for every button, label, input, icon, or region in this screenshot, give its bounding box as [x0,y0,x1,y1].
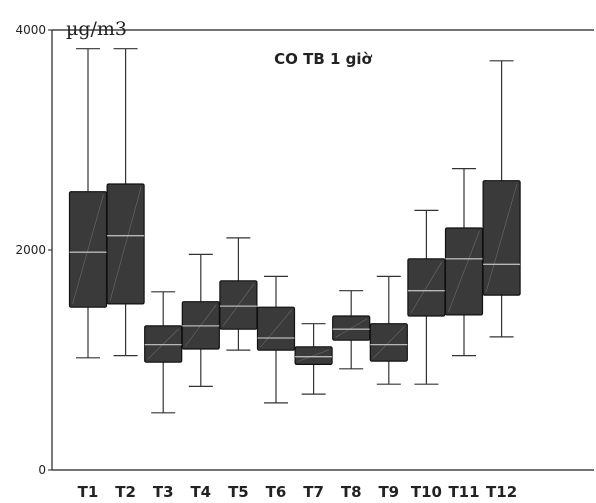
y-tick-label: 0 [38,463,46,477]
box-diagonal [260,310,292,348]
box-diagonal [410,261,443,314]
box-t4 [181,253,220,387]
y-axis-unit-label: µg/m3 [66,18,127,40]
x-tick-label: T3 [153,483,174,501]
y-tick-label: 2000 [15,243,46,257]
x-tick-label: T2 [115,483,136,501]
box-t11 [444,168,484,357]
box-diagonal [448,230,480,313]
box-diagonal [222,283,255,327]
box-t8 [332,290,371,370]
x-tick-label: T11 [448,483,479,501]
box-diagonal [109,186,142,301]
x-tick-label: T7 [303,483,324,501]
x-tick-label: T5 [228,483,249,501]
box-t7 [294,323,333,395]
x-tick-label: T6 [266,483,287,501]
chart-title: CO TB 1 giờ [274,50,372,68]
x-tick-label: T8 [341,483,362,501]
x-axis-labels: T1 T2 T3 T4 T5 T6 T7 T8 T9 T10 T11 T12 [78,483,517,501]
x-tick-label: T1 [78,483,99,501]
box-t12 [482,60,521,338]
x-tick-label: T4 [190,483,211,501]
y-tick-label: 4000 [15,23,46,37]
box-diagonal [72,194,104,305]
x-tick-label: T12 [486,483,517,501]
box-diagonal [485,183,518,293]
box-t6 [256,275,296,404]
box-t10 [407,209,446,385]
box-diagonal [373,326,405,359]
box-t9 [369,275,408,385]
x-tick-label: T10 [411,483,442,501]
box-t5 [219,237,258,351]
box-diagonal [297,349,330,362]
box-t2 [106,48,145,357]
box-series [68,48,521,414]
x-tick-label: T9 [378,483,399,501]
y-axis-ticks: 0 2000 4000 [15,23,52,477]
box-t3 [144,291,183,414]
box-diagonal [335,318,367,338]
box-t1 [68,48,108,359]
